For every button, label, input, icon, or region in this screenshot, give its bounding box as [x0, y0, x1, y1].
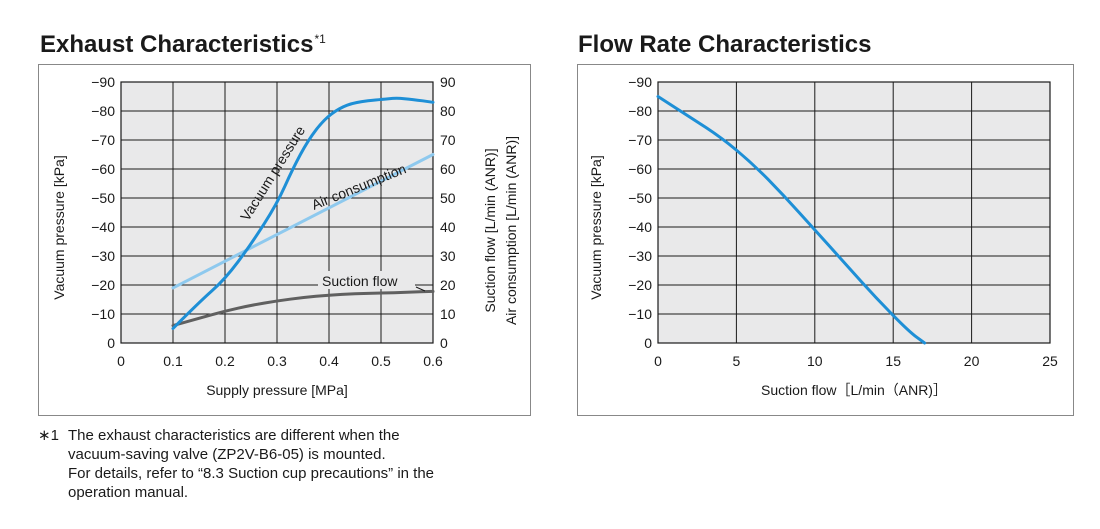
flow-chart-frame — [577, 64, 1074, 416]
y2-tick-label: 10 — [440, 306, 456, 322]
exhaust-chart-frame — [38, 64, 531, 416]
y-tick-label: 0 — [644, 335, 652, 351]
y-tick-label: −90 — [91, 74, 115, 90]
flow-plot-area — [658, 82, 1050, 343]
plot-border — [657, 81, 1051, 344]
x-tick-label: 0.3 — [267, 353, 287, 369]
y-tick-label: −70 — [91, 132, 115, 148]
suction-flow-line — [171, 289, 435, 328]
y-tick-label: −60 — [628, 161, 652, 177]
y-axis-label: Vacuum pressure [kPa] — [588, 155, 604, 299]
y-tick-label: 0 — [107, 335, 115, 351]
footnote-line: vacuum-saving valve (ZP2V-B6-05) is moun… — [68, 446, 386, 463]
x-tick-label: 10 — [807, 353, 823, 369]
y-tick-label: −10 — [91, 306, 115, 322]
y-tick-label: −80 — [628, 103, 652, 119]
footnote: ∗1 The exhaust characteristics are diffe… — [38, 426, 434, 502]
y2-axis-label-suction: Suction flow [L/min (ANR)] — [482, 148, 498, 312]
footnote-line: operation manual. — [68, 484, 189, 501]
x-tick-label: 0.4 — [319, 353, 339, 369]
y-tick-label: −30 — [628, 248, 652, 264]
footnote-line: For details, refer to “8.3 Suction cup p… — [68, 465, 435, 482]
y-tick-label: −40 — [91, 219, 115, 235]
suction-flow-annotation-bg — [318, 271, 415, 289]
exhaust-chart-title: Exhaust Characteristics*1 — [40, 31, 326, 59]
footnote-text: The exhaust characteristics are differen… — [68, 426, 434, 502]
x-tick-label: 0.2 — [215, 353, 235, 369]
y-tick-label: −50 — [628, 190, 652, 206]
y2-tick-label: 60 — [440, 161, 456, 177]
title-footnote-mark: *1 — [314, 32, 326, 46]
y-tick-label: −50 — [91, 190, 115, 206]
x-tick-label: 0.5 — [371, 353, 391, 369]
y-tick-label: −10 — [628, 306, 652, 322]
plot-border — [120, 81, 434, 344]
flow-rate-line — [656, 95, 927, 345]
y2-tick-label: 80 — [440, 103, 456, 119]
y-tick-label: −60 — [91, 161, 115, 177]
y-tick-label: −70 — [628, 132, 652, 148]
x-tick-label: 20 — [964, 353, 980, 369]
y-tick-label: −40 — [628, 219, 652, 235]
y2-tick-label: 50 — [440, 190, 456, 206]
y3-axis-label-air: Air consumption [L/min (ANR)] — [503, 136, 519, 325]
flow-chart-title: Flow Rate Characteristics — [578, 31, 872, 58]
y-tick-label: −30 — [91, 248, 115, 264]
x-axis-label: Suction flow［L/min（ANR)］ — [761, 382, 947, 398]
x-tick-label: 0.1 — [163, 353, 183, 369]
x-tick-label: 0 — [654, 353, 662, 369]
x-tick-label: 5 — [733, 353, 741, 369]
x-tick-label: 0 — [117, 353, 125, 369]
y2-tick-label: 0 — [440, 335, 448, 351]
y2-tick-label: 30 — [440, 248, 456, 264]
x-axis-label: Supply pressure [MPa] — [206, 382, 348, 398]
exhaust-title-text: Exhaust Characteristics — [40, 31, 314, 58]
y-tick-label: −20 — [91, 277, 115, 293]
air-consumption-line — [171, 153, 435, 290]
footnote-line: The exhaust characteristics are differen… — [68, 427, 400, 444]
suction-flow-leader — [415, 286, 426, 292]
x-tick-label: 0.6 — [423, 353, 443, 369]
y-axis-label: Vacuum pressure [kPa] — [51, 155, 67, 299]
footnote-mark: ∗1 — [38, 427, 59, 444]
y2-tick-label: 20 — [440, 277, 456, 293]
suction-flow-annotation: Suction flow — [322, 273, 398, 289]
y-tick-label: −80 — [91, 103, 115, 119]
y-tick-label: −20 — [628, 277, 652, 293]
y-tick-label: −90 — [628, 74, 652, 90]
y2-tick-label: 90 — [440, 74, 456, 90]
y2-tick-label: 40 — [440, 219, 456, 235]
x-tick-label: 25 — [1042, 353, 1058, 369]
x-tick-label: 15 — [885, 353, 901, 369]
y2-tick-label: 70 — [440, 132, 456, 148]
vacuum-pressure-line — [171, 96, 435, 330]
